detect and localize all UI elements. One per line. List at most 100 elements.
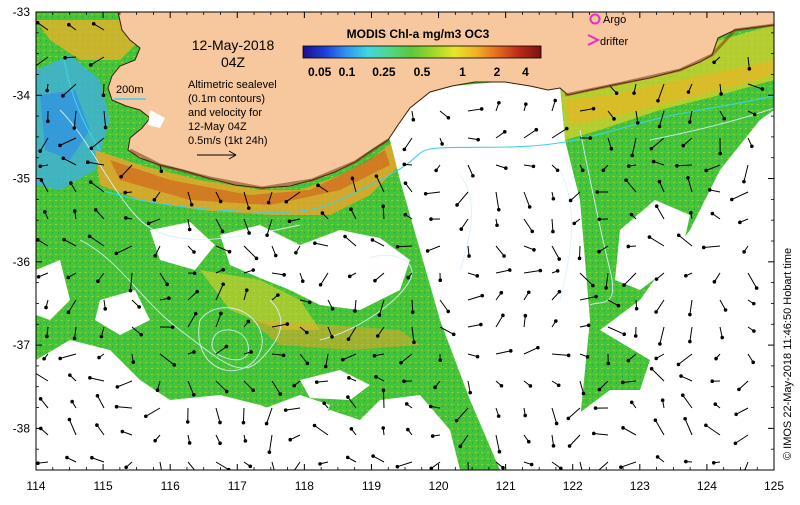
velocity-vector-head: [69, 181, 73, 185]
x-tick-label: 117: [228, 479, 247, 493]
velocity-vector-head: [597, 250, 601, 254]
velocity-vector-head: [318, 462, 322, 466]
velocity-vector-head: [346, 456, 350, 460]
velocity-vector-head: [39, 397, 43, 401]
velocity-vector-head: [153, 254, 157, 258]
velocity-vector-head: [278, 392, 282, 396]
velocity-vector-head: [61, 94, 65, 98]
velocity-vector-head: [558, 290, 562, 294]
velocity-vector-head: [371, 238, 375, 242]
velocity-vector-head: [38, 149, 42, 153]
velocity-vector-head: [578, 257, 582, 261]
velocity-vector-head: [402, 379, 406, 383]
velocity-vector-head: [330, 335, 334, 339]
velocity-vector-head: [73, 337, 77, 341]
velocity-vector-head: [617, 304, 621, 308]
velocity-vector-head: [288, 219, 292, 223]
velocity-vector-head: [313, 424, 317, 428]
velocity-vector-head: [689, 211, 693, 215]
velocity-vector-head: [90, 456, 94, 460]
velocity-vector-head: [658, 342, 662, 346]
velocity-vector-head: [405, 402, 409, 406]
velocity-vector-head: [67, 23, 71, 27]
velocity-vector-head: [412, 341, 416, 345]
velocity-vector-head: [242, 421, 246, 425]
velocity-vector-head: [160, 170, 164, 174]
velocity-vector-head: [604, 286, 608, 290]
velocity-vector-head: [426, 249, 430, 253]
velocity-vector-head: [630, 400, 634, 404]
velocity-vector-head: [343, 235, 347, 239]
velocity-vector-head: [246, 320, 250, 324]
velocity-vector-head: [755, 286, 759, 290]
velocity-vector-head: [572, 222, 576, 226]
velocity-vector-head: [94, 208, 98, 212]
velocity-vector-head: [592, 432, 596, 436]
y-tick-label: -35: [13, 172, 31, 186]
velocity-vector-head: [656, 99, 660, 103]
velocity-vector-head: [499, 291, 503, 295]
velocity-vector-head: [316, 184, 320, 188]
velocity-vector-head: [530, 463, 534, 467]
velocity-vector-head: [624, 178, 628, 182]
velocity-vector-head: [288, 438, 292, 442]
velocity-vector-head: [627, 245, 631, 249]
velocity-vector-head: [539, 269, 543, 273]
velocity-vector-head: [406, 428, 410, 432]
velocity-vector-head: [459, 227, 463, 231]
velocity-vector-head: [424, 192, 428, 196]
velocity-vector-head: [129, 289, 133, 293]
velocity-vector-head: [677, 363, 681, 367]
velocity-vector-head: [396, 245, 400, 249]
velocity-vector-head: [172, 363, 176, 367]
velocity-vector-head: [31, 370, 35, 374]
velocity-vector-head: [45, 335, 49, 339]
velocity-vector-head: [73, 209, 77, 213]
argo-label: Argo: [603, 14, 626, 26]
y-tick-label: -38: [13, 421, 31, 435]
velocity-vector-head: [452, 333, 456, 337]
velocity-vector-head: [447, 116, 451, 120]
velocity-vector-head: [589, 136, 593, 140]
velocity-vector-head: [752, 302, 756, 306]
velocity-vector-head: [497, 208, 501, 212]
velocity-vector-head: [737, 388, 741, 392]
velocity-vector-head: [648, 235, 652, 239]
velocity-vector-head: [66, 276, 70, 280]
velocity-vector-head: [97, 356, 101, 360]
velocity-vector-head: [553, 99, 557, 103]
velocity-vector-head: [476, 138, 480, 142]
svg-text:0.5m/s (1kt 24h): 0.5m/s (1kt 24h): [188, 135, 267, 147]
velocity-vector-head: [124, 465, 128, 469]
velocity-vector-head: [42, 357, 46, 361]
velocity-vector-head: [621, 381, 625, 385]
velocity-vector-head: [528, 205, 532, 209]
velocity-vector-head: [710, 379, 714, 383]
velocity-vector-head: [688, 120, 692, 124]
velocity-vector-head: [654, 357, 658, 361]
velocity-vector-head: [301, 279, 305, 283]
velocity-vector-head: [527, 440, 531, 444]
velocity-vector-head: [218, 442, 222, 446]
x-tick-label: 121: [496, 479, 516, 493]
velocity-vector-head: [305, 331, 309, 335]
velocity-vector-head: [536, 346, 540, 350]
velocity-vector-head: [751, 360, 755, 364]
velocity-vector-head: [501, 314, 505, 318]
velocity-vector-head: [351, 177, 355, 181]
velocity-vector-head: [529, 384, 533, 388]
velocity-vector-head: [568, 444, 572, 448]
velocity-vector-head: [123, 191, 127, 195]
velocity-vector-head: [267, 201, 271, 205]
velocity-vector-head: [658, 125, 662, 129]
velocity-vector-head: [704, 423, 708, 427]
velocity-vector-head: [677, 233, 681, 237]
x-tick-label: 123: [630, 479, 650, 493]
velocity-vector-head: [45, 89, 49, 93]
velocity-vector-head: [535, 128, 539, 132]
velocity-vector-head: [396, 465, 400, 469]
velocity-vector-head: [567, 417, 571, 421]
velocity-vector-head: [458, 445, 462, 449]
map-time: 04Z: [221, 54, 246, 70]
colorbar-gradient: [303, 46, 541, 58]
